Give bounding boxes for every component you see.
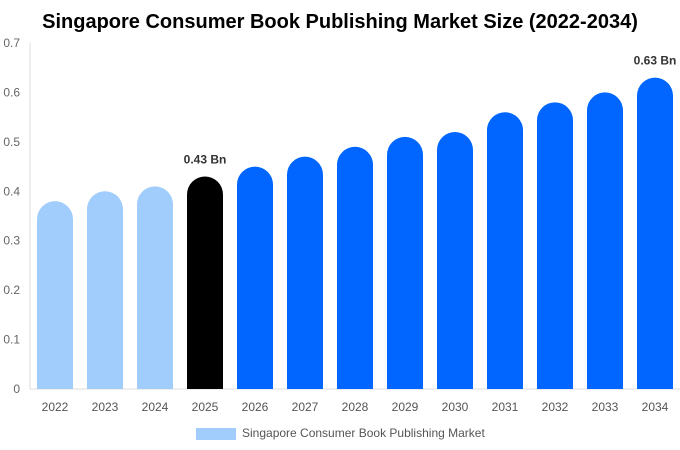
x-tick-label: 2031 bbox=[492, 400, 519, 414]
x-tick-label: 2022 bbox=[42, 400, 69, 414]
bar-2033[interactable] bbox=[587, 92, 623, 389]
bar-2025[interactable] bbox=[187, 176, 223, 389]
chart-title: Singapore Consumer Book Publishing Marke… bbox=[42, 11, 638, 33]
data-label: 0.43 Bn bbox=[184, 152, 227, 166]
x-tick-label: 2025 bbox=[192, 400, 219, 414]
x-tick-label: 2024 bbox=[142, 400, 169, 414]
bar-2024[interactable] bbox=[137, 186, 173, 389]
x-tick-label: 2029 bbox=[392, 400, 419, 414]
bar-2028[interactable] bbox=[337, 146, 373, 389]
bar-2030[interactable] bbox=[437, 131, 473, 389]
data-label: 0.63 Bn bbox=[634, 54, 677, 68]
x-tick-label: 2030 bbox=[442, 400, 469, 414]
x-tick-label: 2023 bbox=[92, 400, 119, 414]
bar-2029[interactable] bbox=[387, 136, 423, 389]
y-tick-label: 0.4 bbox=[3, 184, 20, 198]
y-tick-label: 0 bbox=[13, 382, 20, 396]
x-tick-label: 2027 bbox=[292, 400, 319, 414]
bar-2023[interactable] bbox=[87, 191, 123, 389]
bar-2026[interactable] bbox=[237, 166, 273, 389]
legend-swatch[interactable] bbox=[196, 428, 236, 440]
y-tick-label: 0.5 bbox=[3, 135, 20, 149]
bar-2022[interactable] bbox=[37, 201, 73, 389]
x-tick-label: 2026 bbox=[242, 400, 269, 414]
bar-2027[interactable] bbox=[287, 156, 323, 389]
bar-2032[interactable] bbox=[537, 102, 573, 390]
bar-2031[interactable] bbox=[487, 112, 523, 389]
y-tick-label: 0.7 bbox=[3, 36, 20, 50]
x-tick-label: 2033 bbox=[592, 400, 619, 414]
x-tick-label: 2028 bbox=[342, 400, 369, 414]
y-tick-label: 0.6 bbox=[3, 85, 20, 99]
x-tick-label: 2032 bbox=[542, 400, 569, 414]
legend-label[interactable]: Singapore Consumer Book Publishing Marke… bbox=[242, 426, 485, 440]
y-tick-label: 0.1 bbox=[3, 333, 20, 347]
y-tick-label: 0.2 bbox=[3, 283, 20, 297]
bar-2034[interactable] bbox=[637, 77, 673, 389]
x-tick-label: 2034 bbox=[642, 400, 669, 414]
y-tick-label: 0.3 bbox=[3, 234, 20, 248]
